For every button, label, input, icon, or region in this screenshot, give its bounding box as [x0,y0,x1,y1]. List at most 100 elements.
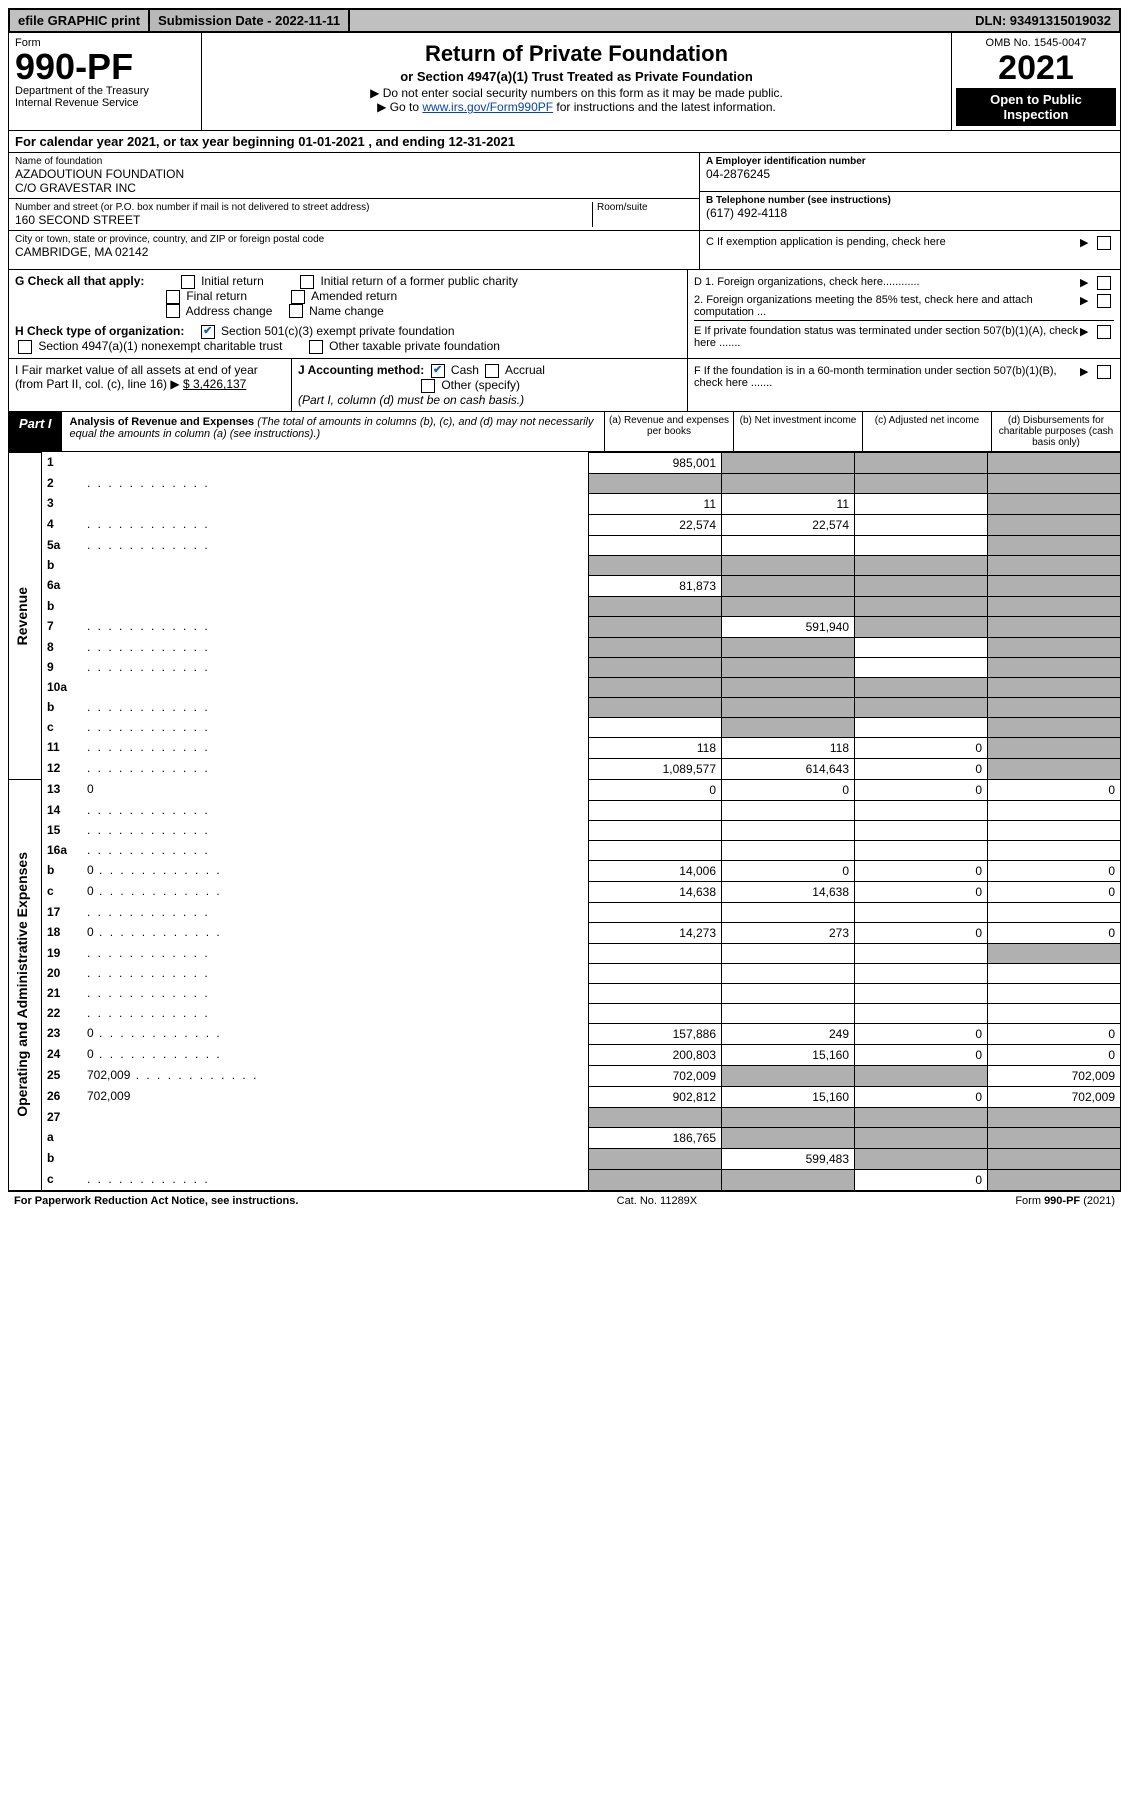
amount-cell [855,535,988,555]
amount-cell [722,1065,855,1086]
table-row: 16a [9,840,1121,860]
amount-cell [988,637,1121,657]
i-amount: $ 3,426,137 [183,377,246,391]
table-row: 10a [9,677,1121,697]
amount-cell: 0 [988,1023,1121,1044]
efile-print-button[interactable]: efile GRAPHIC print [10,10,150,31]
amount-cell [988,535,1121,555]
amount-cell [855,555,988,575]
amount-cell [722,555,855,575]
amount-cell [722,717,855,737]
line-number: 24 [42,1044,83,1065]
amount-cell [988,1169,1121,1190]
j-accrual-checkbox[interactable] [485,364,499,378]
g-name: Name change [309,304,384,318]
amount-cell: 1,089,577 [589,758,722,779]
foundation-name-2: C/O GRAVESTAR INC [15,181,693,195]
table-row: 15 [9,820,1121,840]
form-header: Form 990-PF Department of the Treasury I… [8,33,1121,131]
amount-cell [988,677,1121,697]
f-checkbox[interactable] [1097,365,1111,379]
line-desc [82,575,589,596]
g-name-checkbox[interactable] [289,304,303,318]
line-number: 16a [42,840,83,860]
amount-cell [722,1127,855,1148]
j-cash-checkbox[interactable] [431,364,445,378]
line-desc [82,1127,589,1148]
arrow-icon: ▶ [1080,294,1094,318]
d1-checkbox[interactable] [1097,276,1111,290]
amount-cell: 0 [855,758,988,779]
amount-cell: 0 [988,779,1121,800]
amount-cell [589,596,722,616]
line-desc [82,493,589,514]
part1-header: Part I Analysis of Revenue and Expenses … [8,412,1121,452]
line-number: b [42,697,83,717]
note-1: ▶ Do not enter social security numbers o… [208,86,945,100]
j-other-checkbox[interactable] [421,379,435,393]
amount-cell [722,820,855,840]
e-checkbox[interactable] [1097,325,1111,339]
line-desc [82,535,589,555]
g-amended-checkbox[interactable] [291,290,305,304]
g-initial-checkbox[interactable] [181,275,195,289]
line-number: 15 [42,820,83,840]
amount-cell [988,1003,1121,1023]
h-4947-checkbox[interactable] [18,340,32,354]
amount-cell [722,637,855,657]
tax-year: 2021 [956,49,1116,88]
table-row: 422,57422,574 [9,514,1121,535]
form990pf-link[interactable]: www.irs.gov/Form990PF [422,100,553,114]
line-desc [82,697,589,717]
arrow-icon: ▶ [1080,276,1094,290]
g-address-checkbox[interactable] [166,304,180,318]
amount-cell: 0 [988,860,1121,881]
line-desc [82,616,589,637]
amount-cell [589,1003,722,1023]
d2-checkbox[interactable] [1097,294,1111,308]
table-row: 2 [9,473,1121,493]
part1-title: Analysis of Revenue and Expenses [70,416,255,428]
g-label: G Check all that apply: [15,274,144,288]
h-other-checkbox[interactable] [309,340,323,354]
line-desc [82,555,589,575]
amount-cell [988,758,1121,779]
c-checkbox[interactable] [1097,236,1111,250]
g-final-checkbox[interactable] [166,290,180,304]
line-desc [82,820,589,840]
room-label: Room/suite [593,202,693,213]
amount-cell [855,840,988,860]
foundation-name-1: AZADOUTIOUN FOUNDATION [15,167,693,181]
line-desc [82,983,589,1003]
amount-cell [855,1065,988,1086]
line-desc: 0 [82,860,589,881]
amount-cell [589,902,722,922]
g-initial-former-checkbox[interactable] [300,275,314,289]
line-number: 9 [42,657,83,677]
amount-cell [855,963,988,983]
line-desc [82,1107,589,1127]
amount-cell [722,902,855,922]
amount-cell: 273 [722,922,855,943]
amount-cell [722,535,855,555]
line-desc [82,840,589,860]
table-row: 121,089,577614,6430 [9,758,1121,779]
line-number: 25 [42,1065,83,1086]
j-other: Other (specify) [441,378,520,392]
g-final: Final return [186,289,247,303]
street-address: 160 SECOND STREET [15,213,592,227]
table-row: 7591,940 [9,616,1121,637]
e-label: E If private foundation status was termi… [694,325,1080,349]
line-desc [82,902,589,922]
h-other: Other taxable private foundation [329,339,500,353]
h-501c3-checkbox[interactable] [201,325,215,339]
amount-cell: 11 [589,493,722,514]
amount-cell [855,1107,988,1127]
amount-cell: 702,009 [988,1086,1121,1107]
line-desc: 0 [82,1023,589,1044]
line-number: 22 [42,1003,83,1023]
amount-cell [855,717,988,737]
cat-no: Cat. No. 11289X [617,1195,698,1207]
amount-cell [589,800,722,820]
line-desc: 0 [82,779,589,800]
